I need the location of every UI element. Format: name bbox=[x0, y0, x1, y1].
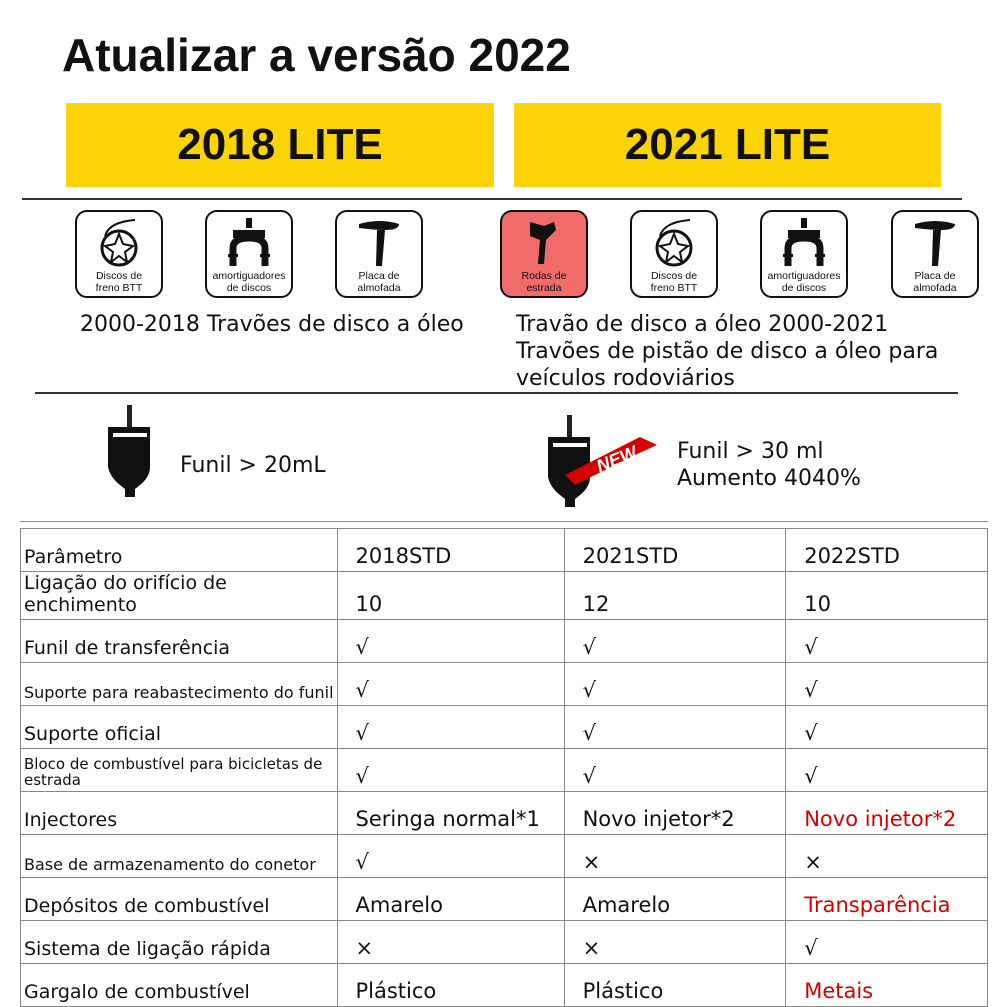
divider bbox=[35, 392, 958, 394]
table-cell: √ bbox=[336, 748, 565, 792]
table-cell: √ bbox=[785, 705, 988, 749]
parameter-cell: Bloco de combustível para bicicletas de … bbox=[20, 748, 338, 792]
feature-tile: amortiguadores de discos bbox=[760, 210, 848, 298]
desc-line: Travão de disco a óleo 2000-2021 bbox=[516, 312, 889, 337]
version-2021-banner: 2021 LITE bbox=[514, 103, 941, 187]
table-cell: √ bbox=[563, 748, 787, 792]
feature-label: Rodas de estrada bbox=[521, 270, 567, 294]
saddle-icon bbox=[359, 221, 399, 266]
feature-label: Discos de freno BTT bbox=[650, 270, 698, 294]
parameter-cell: Gargalo de combustível bbox=[20, 963, 338, 1007]
feature-tile: Placa de almofada bbox=[891, 210, 979, 298]
funnel-left-text: Funil > 20mL bbox=[180, 453, 326, 478]
parameter-cell: Parâmetro bbox=[20, 528, 338, 572]
table-row: Base de armazenamento do conetor √ × × bbox=[20, 834, 988, 878]
funnel-line: Funil > 30 ml bbox=[677, 439, 824, 464]
table-cell: Amarelo bbox=[336, 877, 565, 921]
feature-label: Placa de almofada bbox=[913, 270, 957, 294]
feature-tile: amortiguadores de discos bbox=[205, 210, 293, 298]
table-cell: √ bbox=[563, 662, 787, 706]
table-cell: Transparência bbox=[785, 877, 988, 921]
parameter-cell: Suporte oficial bbox=[20, 705, 338, 749]
table-cell: √ bbox=[336, 705, 565, 749]
parameter-cell: Sistema de ligação rápida bbox=[20, 920, 338, 964]
table-cell: 2018STD bbox=[336, 528, 565, 572]
table-cell: Plástico bbox=[563, 963, 787, 1007]
comparison-table: Parâmetro 2018STD 2021STD 2022STD Ligação do… bbox=[20, 528, 988, 1007]
parameter-cell: Base de armazenamento do conetor bbox=[20, 834, 338, 878]
table-cell: × bbox=[563, 920, 787, 964]
table-cell: √ bbox=[336, 662, 565, 706]
desc-line: veículos rodoviários bbox=[516, 366, 735, 391]
table-cell: √ bbox=[336, 619, 565, 663]
feature-tile: Rodas de estrada bbox=[500, 210, 588, 298]
table-cell: Novo injetor*2 bbox=[785, 791, 988, 835]
table-cell: Novo injetor*2 bbox=[563, 791, 787, 835]
table-cell: √ bbox=[785, 748, 988, 792]
feature-label: Placa de almofada bbox=[357, 270, 401, 294]
divider bbox=[22, 198, 962, 200]
funnel-icon bbox=[108, 405, 150, 497]
feature-label: amortiguadores de discos bbox=[767, 270, 841, 294]
table-row: Ligação do orifício de enchimento 10 12 10 bbox=[20, 571, 988, 620]
table-cell: 2022STD bbox=[785, 528, 988, 572]
table-row: Suporte oficial √ √ √ bbox=[20, 705, 988, 749]
desc-right: Travão de disco a óleo 2000-2021 Travões… bbox=[516, 311, 938, 392]
table-cell: √ bbox=[785, 619, 988, 663]
table-cell: 10 bbox=[785, 571, 988, 620]
desc-left: 2000-2018 Travões de disco a óleo bbox=[80, 312, 464, 337]
table-cell: √ bbox=[785, 920, 988, 964]
feature-label: amortiguadores de discos bbox=[212, 270, 286, 294]
table-cell: √ bbox=[785, 662, 988, 706]
table-cell: Metais bbox=[785, 963, 988, 1007]
table-cell: √ bbox=[563, 705, 787, 749]
feature-label: Discos de freno BTT bbox=[95, 270, 143, 294]
divider bbox=[20, 521, 988, 522]
funnel-right-text: Funil > 30 ml Aumento 4040% bbox=[677, 438, 861, 492]
desc-line: Travões de pistão de disco a óleo para bbox=[516, 339, 939, 364]
table-header: Parâmetro 2018STD 2021STD 2022STD bbox=[20, 528, 988, 572]
version-2018-banner: 2018 LITE bbox=[66, 103, 494, 187]
table-row: Gargalo de combustível Plástico Plástico Me… bbox=[20, 963, 988, 1007]
table-cell: × bbox=[563, 834, 787, 878]
feature-tile: Discos de freno BTT bbox=[75, 210, 163, 298]
table-cell: Seringa normal*1 bbox=[336, 791, 565, 835]
fork-icon bbox=[783, 218, 825, 266]
feature-tile: Discos de freno BTT bbox=[630, 210, 718, 298]
saddle-icon bbox=[915, 221, 955, 266]
disc-brake-icon bbox=[100, 219, 138, 267]
table-cell: √ bbox=[336, 834, 565, 878]
parameter-cell: Suporte para reabastecimento do funil bbox=[20, 662, 338, 706]
page-title: Atualizar a versão 2022 bbox=[62, 29, 571, 81]
funnel-new-icon: NEW bbox=[548, 415, 657, 507]
table-cell: Amarelo bbox=[563, 877, 787, 921]
table-cell: √ bbox=[563, 619, 787, 663]
table-row: Injectores Seringa normal*1 Novo injetor*2… bbox=[20, 791, 988, 835]
table-cell: Plástico bbox=[336, 963, 565, 1007]
parameter-cell: Ligação do orifício de enchimento bbox=[20, 571, 338, 620]
fork-icon bbox=[228, 218, 270, 266]
table-row: Suporte para reabastecimento do funil √ √ √ bbox=[20, 662, 988, 706]
table-row: Sistema de ligação rápida × × √ bbox=[20, 920, 988, 964]
disc-brake-icon bbox=[655, 219, 693, 267]
road-lever-icon bbox=[530, 222, 556, 264]
parameter-cell: Injectores bbox=[20, 791, 338, 835]
table-row: Funil de transferência √ √ √ bbox=[20, 619, 988, 663]
table-cell: × bbox=[336, 920, 565, 964]
parameter-cell: Depósitos de combustível bbox=[20, 877, 338, 921]
table-cell: 10 bbox=[336, 571, 565, 620]
table-cell: 12 bbox=[563, 571, 787, 620]
table-row: Bloco de combustível para bicicletas de … bbox=[20, 748, 988, 792]
table-row: Depósitos de combustível Amarelo Amarelo Tr… bbox=[20, 877, 988, 921]
funnel-line: Aumento 4040% bbox=[677, 466, 861, 491]
parameter-cell: Funil de transferência bbox=[20, 619, 338, 663]
table-cell: 2021STD bbox=[563, 528, 787, 572]
feature-tile: Placa de almofada bbox=[335, 210, 423, 298]
table-cell: × bbox=[785, 834, 988, 878]
